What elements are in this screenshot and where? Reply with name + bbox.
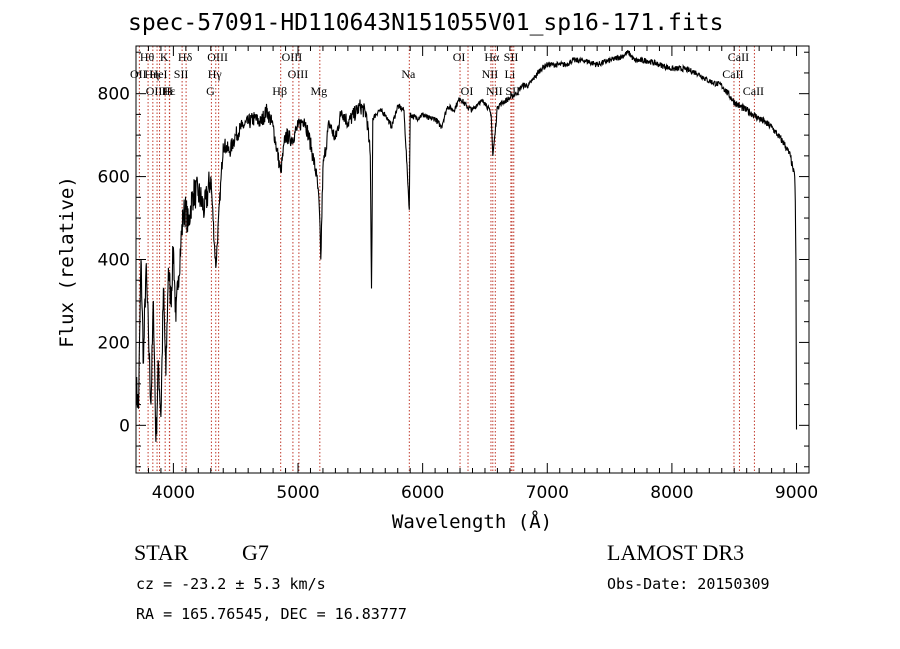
x-tick-label-4: 8000 [650,483,693,503]
line-label-0: Hθ [140,50,155,64]
line-label-3: Hε [162,84,176,98]
page-title: spec-57091-HD110643N151055V01_sp16-171.f… [128,10,724,36]
line-label-24: Li [505,67,516,81]
line-label-1: OII [130,67,147,81]
x-tick-label-0: 4000 [152,483,195,503]
y-axis-label: Flux (relative) [56,176,78,348]
line-label-7: HeI [150,67,168,81]
y-tick-label-4: 800 [98,85,130,105]
spectral-subclass: G7 [242,540,269,565]
line-label-21: NII [482,67,499,81]
survey-name: LAMOST DR3 [607,540,745,565]
line-label-23: SII [504,50,519,64]
line-label-15: OIII [288,67,309,81]
y-tick-label-3: 600 [98,168,130,188]
line-label-19: OI [461,84,474,98]
spectrum-line [135,50,798,442]
line-label-22: NII [486,84,503,98]
line-label-20: Hα [484,50,500,64]
line-label-28: CaII [743,84,764,98]
x-tick-label-2: 6000 [401,483,444,503]
redshift-value: cz = -23.2 ± 5.3 km/s [136,575,326,593]
line-label-11: Hγ [208,67,223,81]
line-label-6: Hη [144,67,159,81]
line-label-18: OI [453,50,466,64]
line-label-5: K [160,50,169,64]
observation-date: Obs-Date: 20150309 [607,575,770,593]
line-label-26: CaII [722,67,743,81]
line-label-8: SII [174,67,189,81]
line-label-27: CaII [728,50,749,64]
x-axis-ticks: 4000 5000 6000 7000 8000 9000 [135,46,818,503]
line-label-14: OIII [282,50,303,64]
y-axis-ticks: 0 200 400 600 800 [98,51,809,468]
x-tick-label-1: 5000 [276,483,319,503]
line-label-16: Mg [310,84,327,98]
coordinates: RA = 165.76545, DEC = 16.83777 [136,605,407,623]
line-label-13: Hβ [272,84,287,98]
line-marker-group [138,46,755,473]
line-label-4: H [164,84,173,98]
y-tick-label-1: 200 [98,333,130,353]
line-label-10: OIII [207,50,228,64]
line-label-9: Hδ [178,50,193,64]
object-type: STAR [134,540,189,565]
y-tick-label-2: 400 [98,251,130,271]
line-label-2: OIII [146,84,167,98]
x-axis-label: Wavelength (Å) [392,510,552,533]
x-tick-label-5: 9000 [775,483,818,503]
x-tick-label-3: 7000 [526,483,569,503]
line-label-17: Na [401,67,416,81]
y-tick-label-0: 0 [119,416,130,436]
line-label-12: G [206,84,215,98]
